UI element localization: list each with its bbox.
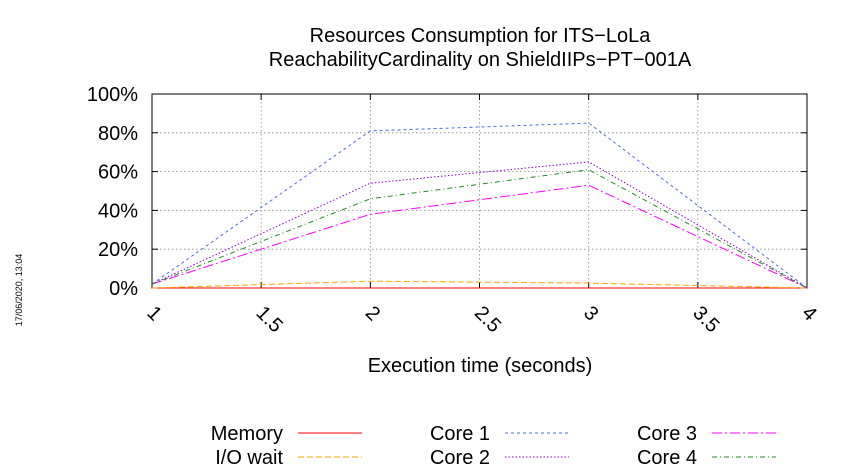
legend-label-i-o-wait: I/O wait <box>215 447 283 469</box>
x-tick-label: 2.5 <box>470 302 505 337</box>
series-line-core-1 <box>151 122 808 289</box>
chart-title-line-2: ReachabilityCardinality on ShieldIIPs−PT… <box>269 49 692 71</box>
x-tick-label: 3.5 <box>688 302 723 337</box>
legend-label-core-2: Core 2 <box>430 447 490 469</box>
y-tick-label: 0% <box>109 278 138 300</box>
x-tick-label: 3 <box>579 302 602 325</box>
series-line-core-2 <box>151 161 808 289</box>
x-tick-label: 2 <box>361 302 384 325</box>
y-tick-label: 20% <box>98 239 138 261</box>
series-line-core-4 <box>151 169 808 289</box>
y-tick-label: 40% <box>98 200 138 222</box>
x-tick-label: 1.5 <box>252 302 287 337</box>
x-tick-label: 4 <box>797 302 820 325</box>
grid <box>152 94 807 288</box>
x-axis-label: Execution time (seconds) <box>368 355 593 377</box>
chart-title-line-1: Resources Consumption for ITS−LoLa <box>310 25 652 47</box>
y-tick-label: 80% <box>98 123 138 145</box>
y-tick-label: 100% <box>87 84 138 106</box>
timestamp: 17/06/2020, 13:04 <box>14 254 24 327</box>
series-line-core-3 <box>151 184 808 289</box>
legend-label-core-3: Core 3 <box>637 423 697 445</box>
legend-label-memory: Memory <box>211 423 283 445</box>
legend-label-core-1: Core 1 <box>430 423 490 445</box>
x-axis-ticks: 1 1.5 2 2.5 3 3.5 4 <box>142 94 821 337</box>
series-line-i-o-wait <box>151 280 808 289</box>
series-lines <box>151 122 808 289</box>
x-tick-label: 1 <box>142 302 165 325</box>
y-axis-ticks: 0% 20% 40% 60% 80% 100% <box>87 84 807 300</box>
y-tick-label: 60% <box>98 162 138 184</box>
legend-label-core-4: Core 4 <box>637 447 697 469</box>
